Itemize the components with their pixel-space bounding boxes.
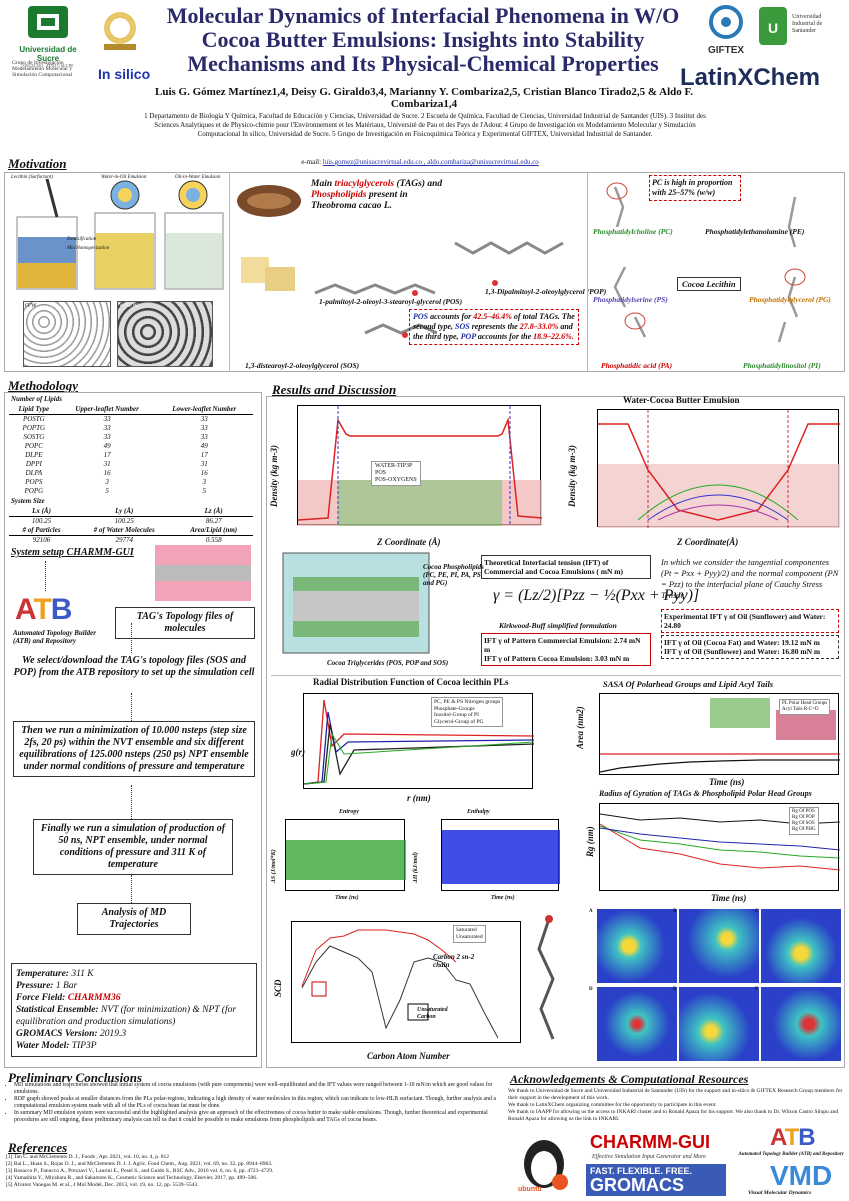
tangential-text: In which we consider the tangential comp… <box>661 557 839 600</box>
methodology-heading: Methodology <box>8 378 79 393</box>
topology-box: TAG's Topology files of molecules <box>115 607 255 639</box>
parameters-box: Temperature: 311 K Pressure: 1 Bar Force… <box>11 963 257 1057</box>
logo-unisucre: Universidad de Sucre SINCELEJO · PUNTO S… <box>8 4 88 68</box>
micrograph-wow <box>117 301 213 367</box>
ubuntu-penguin-icon: ubuntu <box>512 1136 576 1196</box>
gromacs-logo: FAST. FLEXIBLE. FREE. GROMACS <box>586 1164 726 1196</box>
ack-heading: Acknowledgements & Computational Resourc… <box>510 1072 749 1086</box>
tag-molecules <box>314 241 564 338</box>
micrograph-ow <box>23 301 111 367</box>
lipid-stick-model <box>537 915 555 1040</box>
logo-latinxchem: LatinXChem <box>680 64 821 91</box>
svg-text:U: U <box>768 20 778 36</box>
scd-plot <box>291 921 521 1043</box>
pos-stats-box: POS accounts for 42.5–46.4% of total TAG… <box>409 309 579 345</box>
lipid-table: Lipid Type Upper-leaflet Number Lower-leaf… <box>9 405 253 496</box>
charmm-gui-logo: CHARMM-GUI <box>590 1132 710 1152</box>
logo-crest <box>98 8 142 54</box>
analysis-box: Analysis of MD Trajectories <box>77 903 191 935</box>
oil-ift-box: IFT γ of Oil (Cocoa Fat) and Water: 19.1… <box>661 635 839 659</box>
entropy-plot <box>285 819 406 891</box>
logo-uis: U Universidad Industrial de Santander <box>758 6 844 52</box>
authors: Luis G. Gómez Martínez1,4, Deisy G. Gira… <box>155 86 693 110</box>
conclusions-heading: Preliminary Conclusions <box>8 1070 142 1085</box>
pc-proportion-box: PC is high in proportion with 25–57% (w/… <box>649 175 741 201</box>
results-heading: Results and Discussion <box>272 382 397 397</box>
atb-logo: ATB <box>15 593 72 626</box>
ift-title-box: Theoretical Interfacial tension (IFT) of… <box>481 555 651 579</box>
minimization-box: Then we run a minimization of 10.000 nst… <box>13 721 255 777</box>
cocoa-butter-image <box>241 257 295 291</box>
email-link[interactable]: luis.gomez@unisucrevirtual.edu.co , aldo… <box>322 158 539 166</box>
density-plot-right <box>597 409 840 528</box>
logo-giftex: GIFTEX <box>702 4 750 64</box>
references-heading: References <box>8 1140 68 1155</box>
cocoa-lecithin-label: Cocoa Lecithin <box>677 277 741 291</box>
setup-label: System setup CHARMM-GUI <box>11 547 134 558</box>
motivation-heading: Motivation <box>8 156 67 171</box>
atb-footer-logo: ATB <box>770 1124 816 1151</box>
results-panel: WATER-TIP3P POS POS-OXYGENS Density (kg m-… <box>266 395 845 1068</box>
system-size-table: Lx (Å) Ly (Å) Lz (Å) 100.25 100.25 86.27 # o… <box>9 507 253 545</box>
enthalpy-plot <box>441 819 560 891</box>
conclusions-panel: MD simulations and trajectories showed t… <box>4 1082 504 1138</box>
simulation-box-image <box>282 552 430 654</box>
poster-title: Molecular Dynamics of Interfacial Phenom… <box>166 3 680 76</box>
methodology-panel: Number of Lipids Lipid Type Upper-leaflet… <box>4 392 262 1068</box>
cocoa-pod-image <box>237 185 301 217</box>
ack-text: We thank to Universidad de Sucre and Uni… <box>508 1088 843 1122</box>
references-list: [1] Tan C. and McClements D. J., Foods ,… <box>6 1154 274 1188</box>
select-topology-text: We select/download the TAG's topology fi… <box>13 655 255 678</box>
tags-intro: Main triacylglycerols (TAGs) and Phospho… <box>311 179 443 211</box>
kirkwood-buff-formula: γ = (Lz/2)[Pzz − ½(Pxx + Pyy)] <box>493 587 700 604</box>
experimental-ift-box: Experimental IFT γ of Oil (Sunflower) an… <box>661 609 839 633</box>
production-box: Finally we run a simulation of productio… <box>33 819 233 875</box>
motivation-panel: Lecithin (Surfactant) Water-in-Oil Emuls… <box>4 172 845 372</box>
density-maps: A B C D E F <box>589 909 841 1061</box>
email-line: e-mail: luis.gomez@unisucrevirtual.edu.c… <box>301 158 539 166</box>
vmd-logo: VMD <box>770 1160 833 1191</box>
logo-insilico: Grupo de Investigación Modelamiento Mole… <box>12 60 151 82</box>
emulsion-beakers <box>16 178 224 290</box>
membrane-image <box>155 545 251 601</box>
phospholipid-molecules <box>606 182 806 343</box>
affiliations: 1 Departamento de Biología Y Química, Fa… <box>144 112 706 138</box>
pattern-ift-box: IFT γ of Pattern Commercial Emulsion: 2.… <box>481 633 651 666</box>
